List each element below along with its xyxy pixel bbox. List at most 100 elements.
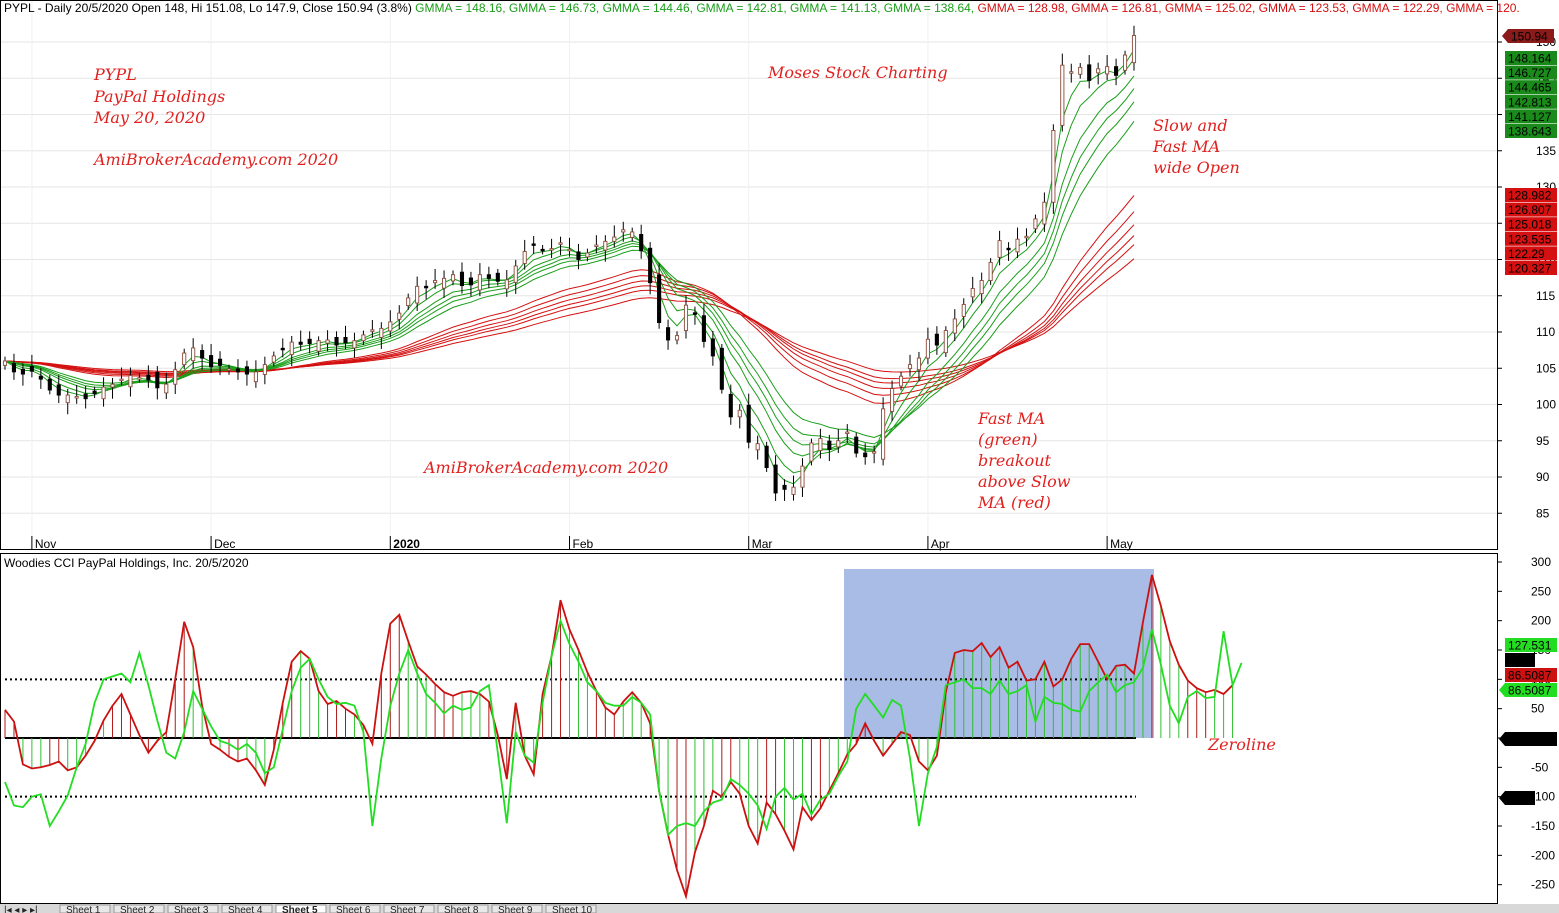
sheet-tab[interactable]: Sheet 8 <box>437 904 489 913</box>
sheet-tab-label[interactable]: Sheet 4 <box>228 905 263 913</box>
sheet-tab-bg[interactable] <box>221 904 273 913</box>
breakout-annotation-line: breakout <box>978 451 1052 470</box>
cci-100-tag: 100 <box>1505 653 1535 668</box>
candle <box>325 330 330 352</box>
candle <box>65 388 70 415</box>
candle-body <box>979 280 984 295</box>
candle <box>271 351 276 367</box>
candle <box>235 359 241 380</box>
candle <box>262 356 267 385</box>
candle-body <box>648 247 653 284</box>
candle <box>513 259 518 294</box>
candle <box>101 377 106 407</box>
tab-scroll-arrows[interactable]: |◂ ◂ ▸ ▸| <box>4 905 38 913</box>
candle <box>1096 62 1101 85</box>
sheet-tab-label[interactable]: Sheet 1 <box>66 905 101 913</box>
candle <box>504 270 509 297</box>
candle-body <box>280 347 285 351</box>
slow-ma-tag-box <box>1505 231 1557 246</box>
slow-fast-annotation-line: Slow and <box>1153 116 1228 135</box>
cci-y-tick-label: 300 <box>1531 555 1551 569</box>
candle <box>379 322 384 350</box>
sheet-tab[interactable]: Sheet 9 <box>491 904 543 913</box>
candle <box>881 397 886 466</box>
candle-body <box>370 329 375 332</box>
cci-header: Woodies CCI PayPal Holdings, Inc. 20/5/2… <box>4 556 249 570</box>
sheet-tab-label[interactable]: Sheet 8 <box>444 905 479 913</box>
sheet-tab-label[interactable]: Sheet 10 <box>552 905 592 913</box>
candle-body <box>101 386 106 400</box>
candle <box>1033 214 1038 234</box>
candle-body <box>845 431 850 434</box>
breakout-annotation-line: MA (red) <box>977 493 1051 512</box>
candle <box>137 373 142 383</box>
sheet-tab[interactable]: Sheet 1 <box>59 904 111 913</box>
slow-ma-tag: 123.535 <box>1505 231 1557 246</box>
sheet-tab-label[interactable]: Sheet 2 <box>120 905 155 913</box>
candle-body <box>719 347 724 390</box>
ticker-annotation: PYPL <box>93 65 137 84</box>
candle-body <box>424 285 429 289</box>
price-panel: PYPL - Daily 20/5/2020 Open 148, Hi 151.… <box>0 0 1557 551</box>
sheet-tab[interactable]: Sheet 10 <box>545 904 597 913</box>
sheet-tab-bg[interactable] <box>491 904 543 913</box>
candle-body <box>397 312 402 320</box>
sheet-tab-label[interactable]: Sheet 3 <box>174 905 209 913</box>
slow-fast-annotation-line: Fast MA <box>1152 137 1220 156</box>
candle <box>370 320 375 338</box>
sheet-tab[interactable]: Sheet 3 <box>167 904 219 913</box>
candle-body <box>316 340 321 352</box>
sheet-tab[interactable]: Sheet 6 <box>329 904 381 913</box>
price-grid <box>0 0 1497 549</box>
candle <box>1042 192 1047 232</box>
price-y-tick-label: 105 <box>1536 361 1556 375</box>
candle-body <box>881 408 886 460</box>
fast-ma-tag-box <box>1505 109 1557 124</box>
sheet-tab-label[interactable]: Sheet 5 <box>282 905 318 913</box>
candle-body <box>970 288 975 298</box>
sheet-tab-bg[interactable] <box>59 904 111 913</box>
sheet-tab[interactable]: Sheet 4 <box>221 904 273 913</box>
sheet-tab[interactable]: Sheet 7 <box>383 904 435 913</box>
candle <box>289 335 294 367</box>
sheet-tab-bg[interactable] <box>167 904 219 913</box>
cci-lines <box>4 574 1243 900</box>
sheet-tab-bg[interactable] <box>545 904 597 913</box>
cci-green-tag-box <box>1505 638 1557 652</box>
candle <box>164 372 169 400</box>
candle <box>845 424 850 443</box>
cci-green-arrow-tag-label: 86.5087 <box>1508 684 1552 698</box>
candle-body <box>47 378 52 391</box>
fast-ma-tag-label: 138.643 <box>1508 125 1552 139</box>
price-value-tags: 150.94 148.164146.727144.465142.813141.12… <box>1502 29 1557 276</box>
sheet-tab-bg[interactable] <box>113 904 165 913</box>
sheet-tab[interactable]: Sheet 2 <box>113 904 165 913</box>
sheet-tab-bg[interactable] <box>383 904 435 913</box>
candle <box>988 258 993 285</box>
candle-body <box>737 409 742 418</box>
sheet-tab-label[interactable]: Sheet 9 <box>498 905 533 913</box>
candle <box>424 280 429 300</box>
sheet-tab-bg[interactable] <box>275 904 327 913</box>
candle-body <box>1051 129 1056 203</box>
candle-body <box>621 229 626 233</box>
candle <box>836 429 841 454</box>
cci-zero-tag-label: 0.00000 <box>1508 733 1552 747</box>
candle <box>442 270 447 298</box>
candle-body <box>549 248 554 251</box>
cci-y-tick-label: -250 <box>1531 878 1555 892</box>
candle-body <box>836 440 841 448</box>
sheet-tab[interactable]: Sheet 5 <box>275 904 327 913</box>
candle-body <box>459 271 465 287</box>
cci-green-arrow-tag-arrow <box>1499 683 1505 697</box>
candle <box>603 235 608 262</box>
candle-body <box>594 244 599 247</box>
candle <box>522 239 527 270</box>
sheet-tab-bg[interactable] <box>437 904 489 913</box>
cci-minus100-tag-arrow <box>1499 791 1505 805</box>
sheet-tab-label[interactable]: Sheet 7 <box>390 905 425 913</box>
price-x-tick-label: Feb <box>573 537 594 551</box>
sheet-tab-label[interactable]: Sheet 6 <box>336 905 371 913</box>
sheet-tab-bg[interactable] <box>329 904 381 913</box>
